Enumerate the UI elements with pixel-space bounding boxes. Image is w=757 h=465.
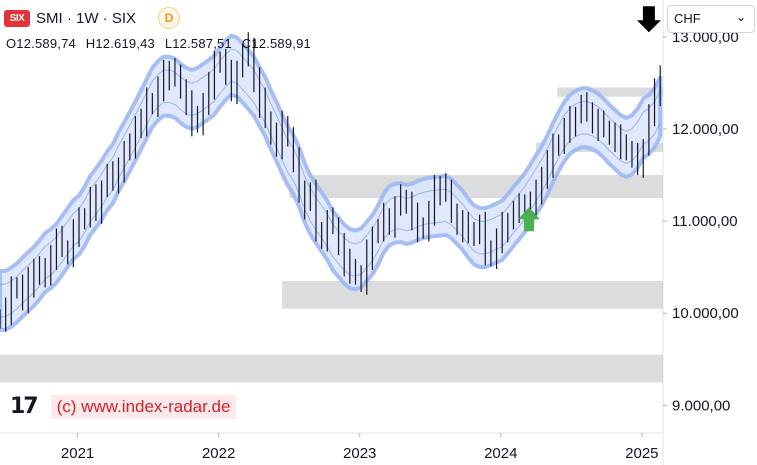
band-inner-lower bbox=[0, 80, 661, 318]
envelope-band bbox=[0, 33, 663, 332]
chevron-down-icon: ⌄ bbox=[735, 10, 746, 24]
low-value: L12.587,51 bbox=[164, 36, 232, 51]
x-tick-label: 2022 bbox=[202, 445, 235, 462]
open-value: O12.589,74 bbox=[6, 36, 76, 51]
y-tick-label: 12.000,00 bbox=[672, 121, 739, 138]
y-tick-label: 9.000,00 bbox=[672, 397, 730, 414]
currency-label: CHF bbox=[674, 11, 701, 26]
x-tick-label: 2025 bbox=[625, 445, 658, 462]
price-axis[interactable]: 13.000,00 12.000,00 11.000,00 10.000,00 9.00… bbox=[663, 29, 739, 415]
x-tick-label: 2021 bbox=[61, 445, 94, 462]
symbol-title: SMI · 1W · SIX bbox=[36, 9, 137, 27]
zone-1 bbox=[282, 280, 663, 309]
watermark-url: (c) www.index-radar.de bbox=[50, 394, 237, 419]
zone-4 bbox=[557, 87, 663, 97]
band-inner-upper bbox=[0, 48, 661, 285]
tradingview-logo: 17 bbox=[10, 394, 39, 419]
watermark: 17 (c) www.index-radar.de bbox=[10, 394, 237, 419]
zone-2 bbox=[0, 354, 663, 383]
annotations bbox=[517, 6, 661, 232]
down-arrow-icon bbox=[636, 6, 661, 33]
x-tick-label: 2024 bbox=[484, 445, 517, 462]
y-tick-label: 10.000,00 bbox=[672, 305, 739, 322]
time-axis[interactable]: 2021 2022 2023 2024 2025 bbox=[61, 433, 659, 462]
close-value: C12.589,91 bbox=[241, 36, 311, 51]
band-fill bbox=[0, 33, 663, 332]
zone-0 bbox=[289, 175, 663, 199]
y-tick-label: 11.000,00 bbox=[672, 213, 738, 230]
price-bars bbox=[0, 32, 661, 332]
currency-selector[interactable]: CHF ⌄ bbox=[667, 5, 755, 33]
data-delay-badge[interactable]: D bbox=[158, 7, 181, 29]
up-arrow-icon bbox=[517, 207, 540, 232]
six-exchange-icon: SIX bbox=[4, 9, 30, 27]
y-tick-label: 13.000,00 bbox=[672, 29, 739, 46]
high-value: H12.619,43 bbox=[85, 36, 155, 51]
x-tick-label: 2023 bbox=[343, 445, 376, 462]
ohlc-values: O12.589,74 H12.619,43 L12.587,51 C12.589… bbox=[6, 36, 317, 51]
symbol-header[interactable]: SIX SMI · 1W · SIX D bbox=[4, 7, 181, 29]
